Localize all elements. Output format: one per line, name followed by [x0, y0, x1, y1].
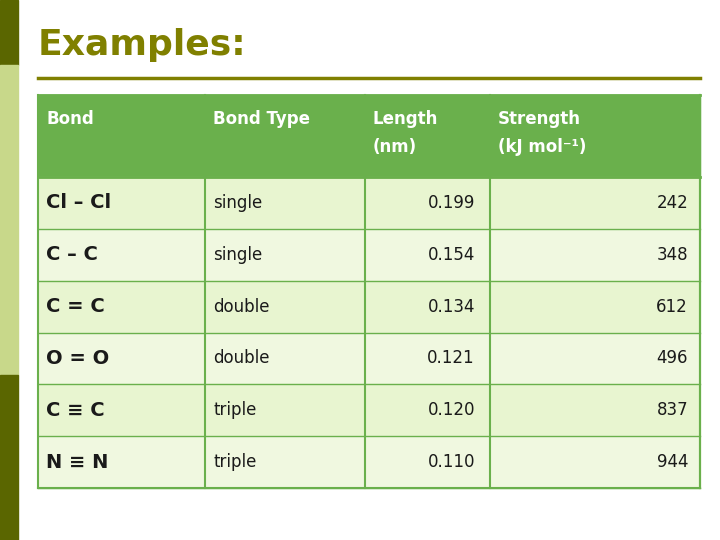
Bar: [38, 384, 700, 436]
Text: Bond Type: Bond Type: [213, 110, 310, 128]
Bar: [38, 436, 700, 488]
Bar: [38, 95, 700, 177]
Text: double: double: [213, 298, 269, 315]
Text: double: double: [213, 349, 269, 367]
Text: (nm): (nm): [373, 138, 417, 156]
Text: 496: 496: [657, 349, 688, 367]
Text: C = C: C = C: [46, 297, 104, 316]
Text: Cl – Cl: Cl – Cl: [46, 193, 111, 212]
Text: (kJ mol⁻¹): (kJ mol⁻¹): [498, 138, 586, 156]
Text: 837: 837: [657, 401, 688, 419]
Text: O = O: O = O: [46, 349, 109, 368]
Text: Examples:: Examples:: [38, 28, 247, 62]
Text: C – C: C – C: [46, 245, 98, 264]
Text: single: single: [213, 194, 262, 212]
Text: 242: 242: [656, 194, 688, 212]
Bar: [0, 0, 18, 65]
Text: C ≡ C: C ≡ C: [46, 401, 104, 420]
Text: Bond: Bond: [46, 110, 94, 128]
Text: 0.110: 0.110: [428, 453, 475, 471]
Text: 0.120: 0.120: [428, 401, 475, 419]
Bar: [38, 177, 700, 229]
Bar: [38, 229, 700, 281]
Text: 944: 944: [657, 453, 688, 471]
Text: single: single: [213, 246, 262, 264]
Bar: [38, 333, 700, 384]
Bar: [0, 65, 18, 375]
Text: 0.121: 0.121: [428, 349, 475, 367]
Text: triple: triple: [213, 453, 256, 471]
Bar: [0, 375, 18, 540]
Text: 0.134: 0.134: [428, 298, 475, 315]
Text: Strength: Strength: [498, 110, 581, 128]
Text: 612: 612: [656, 298, 688, 315]
Bar: [38, 281, 700, 333]
Text: 348: 348: [657, 246, 688, 264]
Text: 0.199: 0.199: [428, 194, 475, 212]
Text: Length: Length: [373, 110, 438, 128]
Text: N ≡ N: N ≡ N: [46, 453, 109, 471]
Text: 0.154: 0.154: [428, 246, 475, 264]
Text: triple: triple: [213, 401, 256, 419]
